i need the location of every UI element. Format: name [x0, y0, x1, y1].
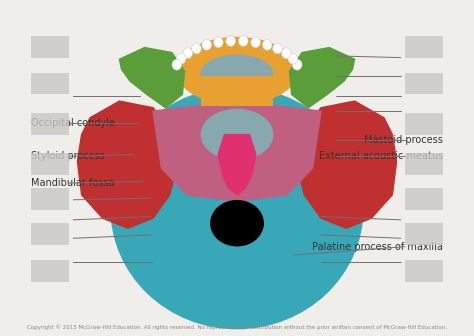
FancyBboxPatch shape — [405, 73, 443, 94]
FancyBboxPatch shape — [31, 73, 69, 94]
FancyBboxPatch shape — [405, 188, 443, 210]
Ellipse shape — [211, 201, 263, 246]
Text: Occipital condyle: Occipital condyle — [31, 118, 115, 128]
Ellipse shape — [176, 53, 186, 64]
Polygon shape — [119, 47, 184, 108]
Ellipse shape — [263, 40, 272, 50]
Ellipse shape — [273, 43, 283, 54]
FancyBboxPatch shape — [31, 188, 69, 210]
Ellipse shape — [201, 55, 273, 93]
Ellipse shape — [251, 37, 261, 48]
FancyBboxPatch shape — [405, 36, 443, 57]
Ellipse shape — [288, 53, 298, 64]
FancyBboxPatch shape — [405, 113, 443, 134]
Text: External acoustic meatus: External acoustic meatus — [319, 151, 443, 161]
Polygon shape — [296, 101, 397, 228]
Ellipse shape — [191, 43, 201, 54]
Polygon shape — [218, 134, 256, 195]
Polygon shape — [153, 101, 321, 202]
FancyBboxPatch shape — [405, 260, 443, 282]
Ellipse shape — [177, 38, 297, 104]
FancyBboxPatch shape — [31, 36, 69, 57]
Polygon shape — [77, 101, 178, 228]
Ellipse shape — [111, 88, 363, 329]
Text: Mastoid process: Mastoid process — [364, 134, 443, 144]
Ellipse shape — [202, 40, 211, 50]
Ellipse shape — [238, 36, 248, 46]
Polygon shape — [290, 47, 355, 108]
FancyBboxPatch shape — [405, 223, 443, 245]
FancyBboxPatch shape — [31, 223, 69, 245]
FancyBboxPatch shape — [31, 153, 69, 175]
Ellipse shape — [292, 59, 302, 70]
FancyBboxPatch shape — [201, 76, 273, 106]
Text: Styloid process: Styloid process — [31, 151, 105, 161]
Text: Copyright © 2015 McGraw-Hill Education. All rights reserved. No reproduction or : Copyright © 2015 McGraw-Hill Education. … — [27, 324, 447, 330]
Ellipse shape — [282, 48, 291, 58]
Ellipse shape — [226, 36, 236, 46]
Text: Palatine process of maxilla: Palatine process of maxilla — [312, 242, 443, 252]
Ellipse shape — [213, 37, 223, 48]
Ellipse shape — [201, 110, 273, 160]
Ellipse shape — [183, 48, 192, 58]
Ellipse shape — [172, 59, 182, 70]
Text: Mandibular fossa: Mandibular fossa — [31, 178, 115, 188]
FancyBboxPatch shape — [31, 113, 69, 134]
FancyBboxPatch shape — [31, 260, 69, 282]
FancyBboxPatch shape — [405, 153, 443, 175]
